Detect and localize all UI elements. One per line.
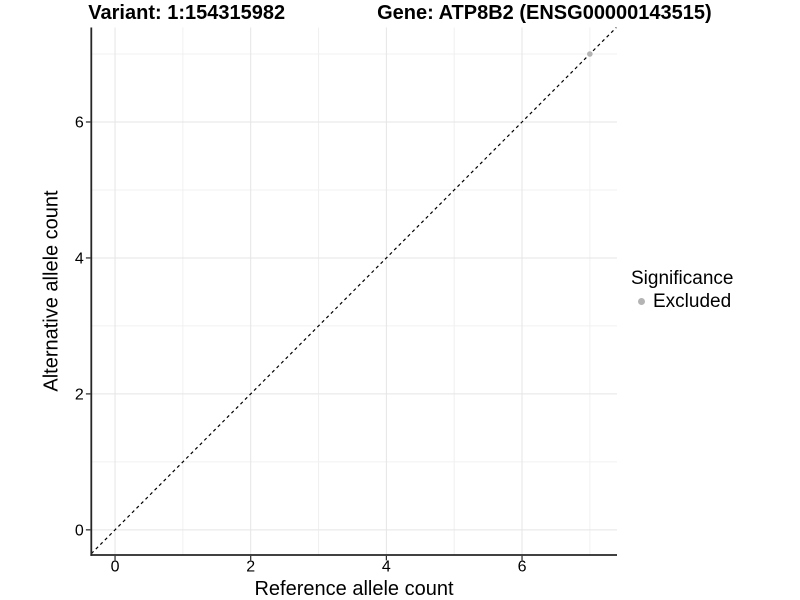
y-tick-label: 0 [75,522,84,539]
plot-title: Variant: 1:154315982 Gene: ATP8B2 (ENSG0… [0,0,800,27]
plot-title-variant: Variant: 1:154315982 [88,2,286,24]
legend-title: Significance [631,268,734,289]
x-axis-title: Reference allele count [254,578,454,600]
x-tick-label: 6 [518,559,527,576]
y-tick-label: 2 [75,386,84,403]
identity-reference-line [90,27,617,555]
legend-point-icon [638,298,645,305]
y-axis-title: Alternative allele count [40,190,63,392]
x-tick-label: 0 [111,559,120,576]
legend: Significance Excluded [629,268,733,312]
y-tick-label: 4 [75,250,84,267]
data-point [587,51,593,57]
legend-item-excluded: Excluded [629,291,733,312]
legend-item-label: Excluded [653,291,732,312]
x-tick-label: 2 [246,559,255,576]
plot-title-gene: Gene: ATP8B2 (ENSG00000143515) [377,2,712,24]
x-tick-label: 4 [382,559,391,576]
y-tick-label: 6 [75,114,84,131]
